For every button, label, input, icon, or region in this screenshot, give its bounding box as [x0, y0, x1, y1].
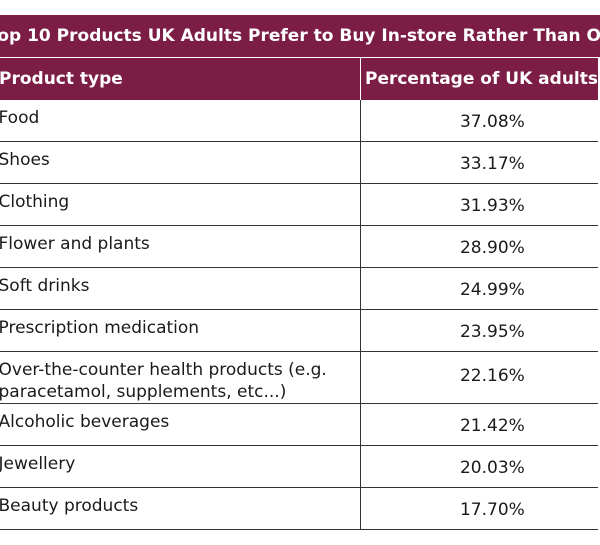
product-cell: Prescription medication [0, 309, 361, 352]
column-header-product: Product type [0, 57, 361, 100]
table-row: Food 37.08% [0, 100, 598, 142]
product-cell: Clothing [0, 183, 361, 226]
table-row: Clothing 31.93% [0, 183, 598, 226]
table-row: Soft drinks 24.99% [0, 267, 598, 310]
percentage-cell: 17.70% [359, 487, 598, 530]
product-cell: Jewellery [0, 445, 361, 488]
percentage-cell: 31.93% [359, 183, 598, 226]
header-row: Product type Percentage of UK adults [0, 57, 598, 100]
table-row: Beauty products 17.70% [0, 487, 598, 530]
table-row: Alcoholic beverages 21.42% [0, 403, 598, 446]
product-cell: Beauty products [0, 487, 361, 530]
column-header-percentage: Percentage of UK adults [359, 57, 598, 100]
percentage-cell: 20.03% [359, 445, 598, 488]
table-title-bar: Top 10 Products UK Adults Prefer to Buy … [0, 15, 600, 57]
table-row: Jewellery 20.03% [0, 445, 598, 488]
percentage-cell: 33.17% [359, 141, 598, 184]
table-row: Flower and plants 28.90% [0, 225, 598, 268]
percentage-cell: 21.42% [359, 403, 598, 446]
product-cell: Over-the-counter health products (e.g. p… [0, 351, 361, 404]
table-row: Shoes 33.17% [0, 141, 598, 184]
percentage-cell: 28.90% [359, 225, 598, 268]
table-row: Over-the-counter health products (e.g. p… [0, 351, 598, 404]
table-title: Top 10 Products UK Adults Prefer to Buy … [0, 26, 600, 46]
percentage-cell: 23.95% [359, 309, 598, 352]
percentage-cell: 24.99% [359, 267, 598, 310]
table-row: Prescription medication 23.95% [0, 309, 598, 352]
product-cell: Flower and plants [0, 225, 361, 268]
percentage-cell: 37.08% [359, 100, 598, 142]
product-cell: Alcoholic beverages [0, 403, 361, 446]
percentage-cell: 22.16% [359, 351, 598, 404]
product-cell: Shoes [0, 141, 361, 184]
product-cell: Soft drinks [0, 267, 361, 310]
product-cell: Food [0, 100, 361, 142]
products-table: Product type Percentage of UK adults Foo… [0, 57, 598, 530]
